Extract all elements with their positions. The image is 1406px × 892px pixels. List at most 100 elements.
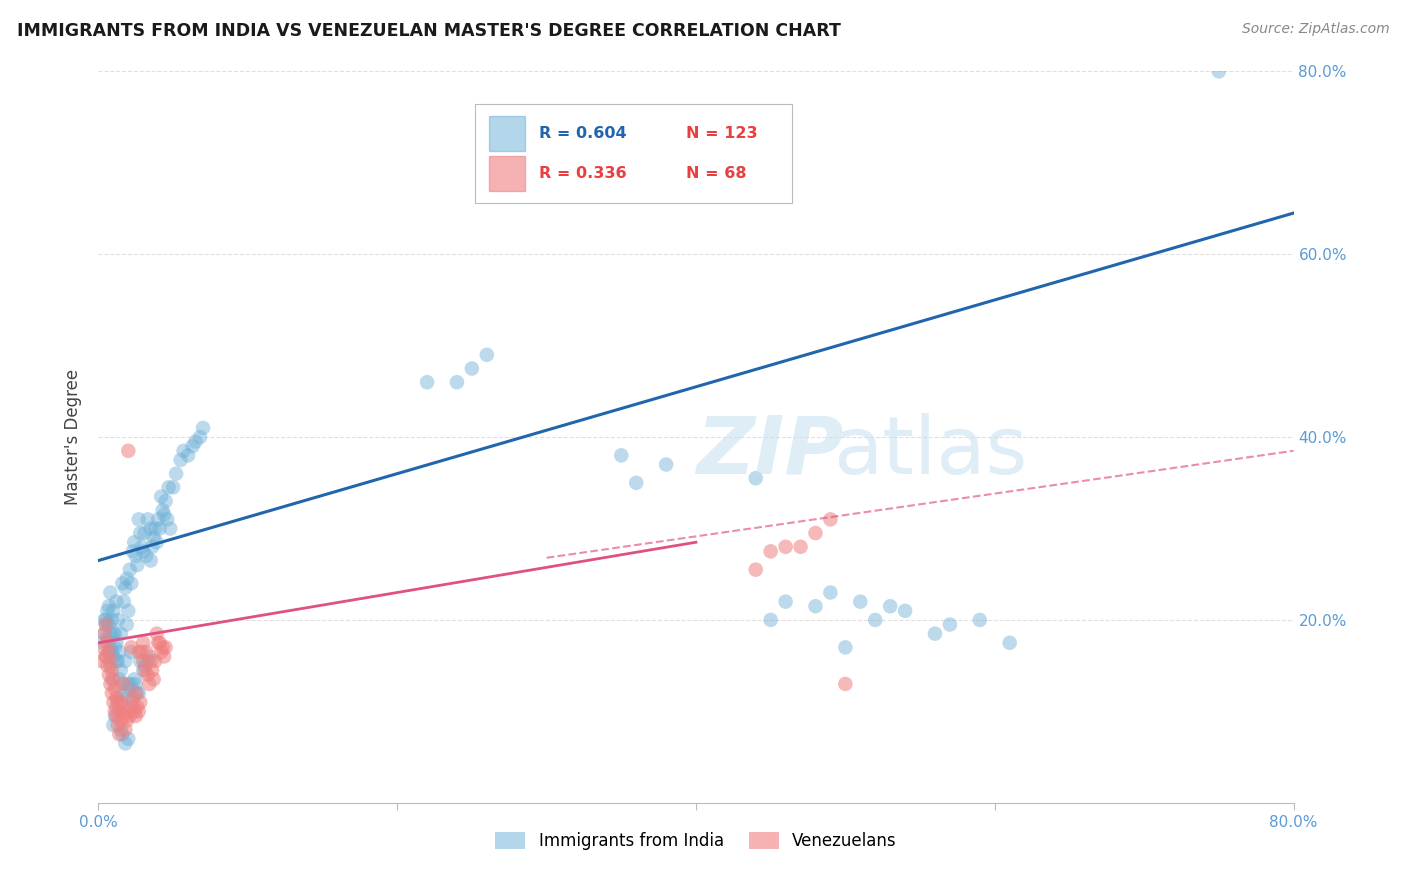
Point: [139, 654, 162, 668]
Point: [165, 467, 187, 481]
Point: [820, 585, 842, 599]
Point: [112, 594, 135, 608]
Point: [132, 663, 155, 677]
Point: [108, 727, 131, 741]
Point: [143, 521, 166, 535]
Point: [998, 636, 1021, 650]
Point: [188, 430, 211, 444]
Point: [91, 636, 114, 650]
Point: [153, 508, 176, 522]
Point: [96, 636, 118, 650]
Point: [127, 686, 149, 700]
Point: [114, 736, 136, 750]
Y-axis label: Master's Degree: Master's Degree: [63, 369, 82, 505]
Text: R = 0.604: R = 0.604: [540, 126, 627, 141]
Point: [149, 636, 172, 650]
Point: [98, 640, 122, 655]
Point: [115, 690, 138, 705]
Point: [804, 526, 827, 541]
Text: atlas: atlas: [834, 413, 1028, 491]
Point: [655, 458, 678, 472]
Point: [128, 705, 150, 719]
Point: [134, 663, 156, 677]
Text: N = 68: N = 68: [686, 166, 747, 181]
Point: [103, 604, 125, 618]
Point: [97, 599, 120, 614]
Point: [177, 448, 200, 462]
Point: [184, 434, 207, 449]
Point: [131, 540, 153, 554]
Point: [94, 649, 117, 664]
Point: [125, 709, 148, 723]
Point: [759, 613, 782, 627]
Point: [101, 613, 124, 627]
Point: [879, 599, 901, 614]
Point: [153, 649, 176, 664]
Point: [120, 699, 142, 714]
Point: [157, 480, 180, 494]
Point: [124, 705, 146, 719]
Point: [135, 645, 157, 659]
Point: [110, 663, 132, 677]
Point: [94, 617, 117, 632]
Point: [103, 673, 125, 687]
Point: [134, 658, 156, 673]
Point: [98, 626, 122, 640]
Point: [103, 626, 125, 640]
Point: [111, 677, 134, 691]
Point: [145, 626, 167, 640]
Point: [115, 617, 138, 632]
Point: [865, 613, 887, 627]
Point: [745, 563, 768, 577]
Point: [101, 673, 124, 687]
Point: [124, 673, 146, 687]
Point: [181, 439, 204, 453]
Point: [1208, 64, 1230, 78]
Point: [162, 480, 184, 494]
Point: [120, 640, 142, 655]
Point: [159, 521, 181, 535]
Point: [94, 649, 117, 664]
Point: [136, 512, 159, 526]
Point: [105, 636, 128, 650]
Point: [128, 512, 150, 526]
Point: [125, 686, 148, 700]
Point: [143, 654, 166, 668]
Point: [124, 535, 146, 549]
Point: [117, 443, 139, 458]
Point: [93, 626, 115, 640]
Legend: Immigrants from India, Venezuelans: Immigrants from India, Venezuelans: [489, 825, 903, 856]
Point: [475, 348, 498, 362]
Point: [117, 705, 139, 719]
Point: [98, 585, 122, 599]
Point: [107, 613, 129, 627]
Point: [127, 699, 149, 714]
Point: [91, 640, 114, 655]
Point: [775, 540, 797, 554]
Point: [107, 695, 129, 709]
Point: [108, 705, 131, 719]
Text: R = 0.336: R = 0.336: [540, 166, 627, 181]
Point: [191, 421, 214, 435]
Point: [103, 649, 125, 664]
Point: [111, 699, 134, 714]
Point: [90, 654, 112, 668]
Point: [142, 531, 165, 545]
Point: [112, 677, 135, 691]
Point: [136, 667, 159, 681]
Point: [108, 673, 131, 687]
Point: [173, 443, 195, 458]
Text: IMMIGRANTS FROM INDIA VS VENEZUELAN MASTER'S DEGREE CORRELATION CHART: IMMIGRANTS FROM INDIA VS VENEZUELAN MAST…: [17, 22, 841, 40]
Point: [461, 361, 484, 376]
Point: [93, 613, 115, 627]
Point: [132, 654, 155, 668]
Point: [155, 640, 177, 655]
Point: [114, 723, 136, 737]
Point: [107, 690, 129, 705]
Point: [107, 718, 129, 732]
Point: [759, 544, 782, 558]
Point: [112, 709, 135, 723]
Point: [148, 512, 170, 526]
Point: [132, 544, 155, 558]
Point: [117, 731, 139, 746]
